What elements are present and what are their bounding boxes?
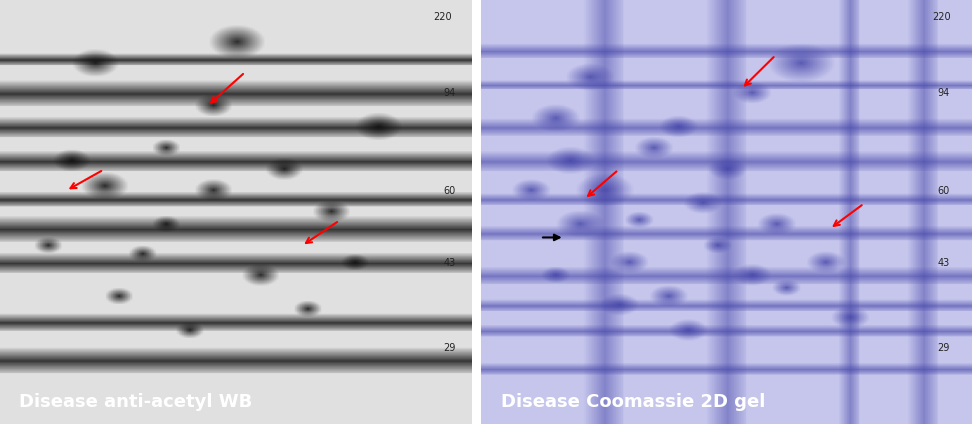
- Text: 60: 60: [938, 186, 950, 196]
- Text: 220: 220: [933, 12, 952, 22]
- Text: 43: 43: [938, 258, 950, 268]
- Text: 29: 29: [443, 343, 456, 353]
- Text: 43: 43: [443, 258, 456, 268]
- Text: 94: 94: [443, 88, 456, 98]
- Text: 220: 220: [434, 12, 452, 22]
- Text: Disease anti-acetyl WB: Disease anti-acetyl WB: [18, 393, 252, 411]
- Text: 60: 60: [443, 186, 456, 196]
- Text: Disease Coomassie 2D gel: Disease Coomassie 2D gel: [501, 393, 765, 411]
- Text: 29: 29: [938, 343, 950, 353]
- Text: 94: 94: [938, 88, 950, 98]
